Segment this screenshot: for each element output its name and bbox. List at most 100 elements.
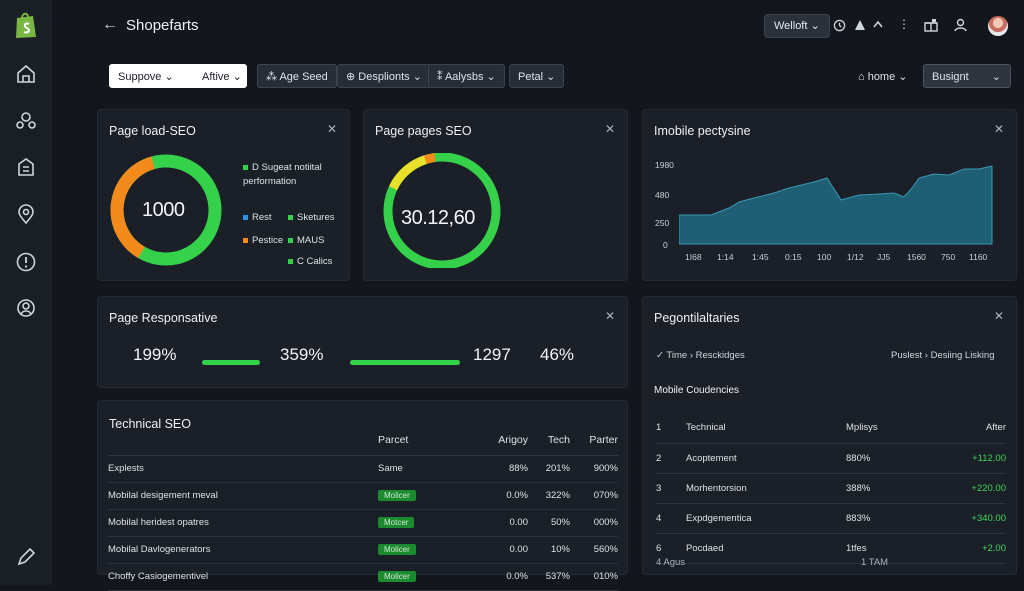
row-after: +220.00 (926, 473, 1006, 504)
page-pages-value: 30.12,60 (401, 207, 475, 229)
avatar[interactable] (988, 16, 1008, 36)
alert-circle-icon[interactable] (14, 250, 38, 274)
app-title: Shopefarts (126, 17, 199, 34)
filter-petal[interactable]: Petal ⌄ (509, 64, 565, 88)
home-dropdown[interactable]: ⌂ home ⌄ (858, 71, 908, 83)
location-icon[interactable] (14, 202, 38, 226)
row-value: 0.00 (473, 536, 528, 564)
x-tick: JJ5 (877, 252, 891, 262)
row-category: Same (378, 455, 473, 483)
page-load-value: 1000 (142, 199, 185, 221)
x-tick: 750 (941, 252, 956, 262)
close-icon[interactable]: ✕ (604, 122, 615, 136)
table-row[interactable]: Explests Same 88% 201% 900% (108, 455, 618, 483)
close-icon[interactable]: ✕ (604, 309, 615, 323)
mobile-perf-card: Imobile pectysine ✕ 1980 480 250 0 1I68 … (642, 109, 1017, 281)
row-index: 2 (656, 443, 686, 474)
page-load-card: Page load-SEO ✕ 1000 D Sugeat notiital p… (97, 109, 350, 281)
search-user-icon[interactable] (14, 296, 38, 320)
user-icon[interactable] (954, 18, 967, 32)
breadcrumb-left[interactable]: ✓ Time › Resckidges (656, 350, 745, 361)
row-name: Technical (686, 413, 846, 444)
status-badge: Molicer (378, 571, 416, 582)
row-value: Mplisys (846, 413, 926, 444)
home-icon[interactable] (14, 62, 38, 86)
row-value: 883% (846, 503, 926, 534)
shopify-logo-icon[interactable] (13, 10, 39, 40)
page-pages-card: Page pages SEO ✕ 30.12,60 (363, 109, 628, 281)
row-value: 010% (570, 563, 618, 591)
close-icon[interactable]: ✕ (326, 122, 337, 136)
y-tick: 480 (655, 190, 670, 200)
section-heading: Mobile Coudencies (654, 385, 740, 396)
row-value: 560% (570, 536, 618, 564)
legend-label: D Sugeat notiital performation (243, 162, 322, 187)
clock-icon[interactable] (833, 19, 846, 32)
filter-desplionts[interactable]: ⊕ Desplionts ⌄ (337, 64, 431, 88)
more-icon[interactable]: ⋮ (898, 17, 910, 31)
gift-icon[interactable] (924, 18, 938, 32)
page-responsive-title: Page Responsative (109, 311, 218, 325)
row-value: 000% (570, 509, 618, 537)
filter-aftive[interactable]: Aftive ⌄ (202, 71, 242, 83)
row-name: Morhentorsion (686, 473, 846, 504)
filter-bar: Suppove ⌄ Aftive ⌄ ⁂ Age Seed ⊕ Desplion… (97, 52, 1017, 100)
mobile-perf-area (679, 165, 993, 245)
close-icon[interactable]: ✕ (993, 309, 1004, 323)
page-load-donut (110, 154, 222, 266)
store-icon[interactable] (14, 155, 38, 179)
filter-aalysbs[interactable]: ⁑ Aalysbs ⌄ (428, 64, 505, 88)
row-name: Expdgementica (686, 503, 846, 534)
metric-value: 199% (133, 345, 177, 364)
table-row[interactable]: Mobilal heridest opatres Motcer 0.00 50%… (108, 509, 618, 537)
metric-value: 46% (540, 345, 575, 364)
legend-pestice: Pestice (243, 234, 283, 248)
row-value: 0.00 (473, 509, 528, 537)
status-badge: Molicer (378, 490, 416, 501)
alert-icon[interactable] (854, 19, 866, 31)
filter-suppove[interactable]: Suppove ⌄ (118, 71, 174, 83)
table-row[interactable]: 4 Expdgementica 883% +340.00 (656, 503, 1006, 534)
filter-age-seed[interactable]: ⁂ Age Seed (257, 64, 337, 88)
x-tick: 1160 (969, 252, 988, 262)
page-responsive-card: Page Responsative ✕ 199% 359% 1297 46% (97, 296, 628, 388)
y-tick: 250 (655, 218, 670, 228)
table-row[interactable]: Choffy Casiogementivel Molicer 0.0% 537%… (108, 563, 618, 591)
legend-label: MAUS (297, 235, 325, 246)
busignt-select[interactable]: Busignt ⌄ (923, 64, 1011, 88)
y-tick: 0 (663, 240, 668, 250)
row-value: 50% (528, 509, 570, 537)
legend-sketures: Sketures (288, 211, 335, 225)
chevron-down-icon: ⌄ (991, 71, 1001, 83)
chevron-icon[interactable] (872, 19, 884, 31)
table-row[interactable]: 1 Technical Mplisys After (656, 413, 1006, 444)
row-value: 070% (570, 482, 618, 510)
row-name: Explests (108, 455, 378, 483)
users-icon[interactable] (14, 108, 38, 132)
row-after: +2.00 (926, 533, 1006, 564)
workspace-dropdown[interactable]: Welloft ⌄ (764, 14, 830, 38)
metric-value: 1297 (473, 345, 511, 364)
table-row[interactable]: 6 Pocdaed 1tfes +2.00 (656, 533, 1006, 564)
back-arrow-icon[interactable]: ← (102, 16, 118, 33)
row-name: Mobilal desigement meval (108, 482, 378, 510)
close-icon[interactable]: ✕ (993, 122, 1004, 136)
table-header-row: Parcet Arigoy Tech Parter (108, 425, 618, 456)
legend-note: D Sugeat notiital performation (243, 161, 348, 189)
row-value: 0.0% (473, 482, 528, 510)
page-load-title: Page load-SEO (109, 124, 196, 138)
table-row[interactable]: 2 Acoptement 880% +112.00 (656, 443, 1006, 474)
col-header: Tech (528, 425, 570, 456)
row-index: 3 (656, 473, 686, 504)
x-tick: 1I68 (685, 252, 702, 262)
edit-pen-icon[interactable] (14, 545, 38, 569)
x-tick: 0:15 (785, 252, 802, 262)
table-row[interactable]: Mobilal desigement meval Molicer 0.0% 32… (108, 482, 618, 510)
filter-chip-group[interactable]: Suppove ⌄ Aftive ⌄ (109, 64, 247, 88)
table-row[interactable]: 3 Morhentorsion 388% +220.00 (656, 473, 1006, 504)
pegonti-table: 1 Technical Mplisys After 2 Acoptement 8… (656, 413, 1006, 564)
table-row[interactable]: Mobilal Davlogenerators Molicer 0.00 10%… (108, 536, 618, 564)
breadcrumb-right[interactable]: Puslest › Desiing Lisking (891, 350, 995, 361)
legend-label: Pestice (252, 235, 284, 246)
row-value: 201% (528, 455, 570, 483)
